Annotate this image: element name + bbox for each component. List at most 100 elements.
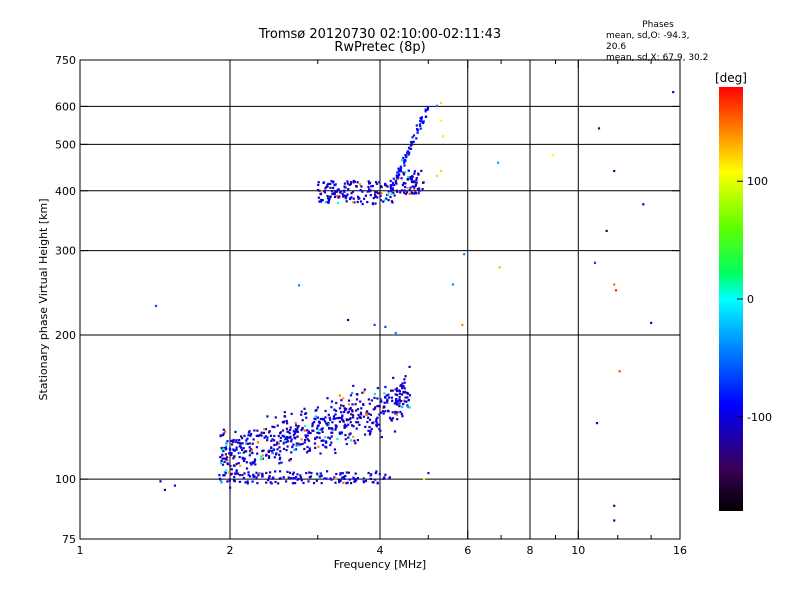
data-point [233, 455, 236, 458]
data-point [279, 439, 282, 443]
data-point [368, 181, 372, 185]
data-point [238, 439, 241, 442]
chart-subtitle: RwPretec (8p) [334, 40, 426, 55]
data-point [283, 411, 286, 414]
data-point [386, 401, 389, 404]
data-point [292, 443, 295, 446]
data-point [248, 449, 252, 452]
data-point [384, 325, 387, 328]
data-point [335, 401, 338, 405]
data-point [262, 449, 265, 452]
data-point [241, 437, 244, 440]
data-point [266, 436, 269, 439]
data-point [347, 318, 350, 322]
data-point [354, 472, 357, 475]
data-point [291, 445, 294, 449]
data-point [275, 443, 278, 446]
data-point [293, 432, 297, 435]
data-point [313, 417, 316, 420]
data-point [347, 471, 350, 474]
data-point [341, 472, 344, 475]
data-point [220, 481, 223, 484]
data-point [413, 170, 416, 173]
data-point [401, 415, 404, 418]
data-point [330, 180, 333, 183]
data-point [338, 407, 342, 410]
data-point [346, 481, 349, 484]
data-point [277, 442, 280, 445]
data-point [241, 442, 244, 445]
data-point [344, 438, 347, 441]
data-point [222, 428, 225, 431]
data-point [342, 194, 345, 197]
data-point [384, 473, 387, 476]
x-tick-label: 6 [464, 544, 471, 557]
data-point [314, 437, 317, 440]
data-point [299, 476, 303, 479]
data-point [235, 439, 238, 442]
data-point [349, 421, 352, 424]
data-point [341, 415, 344, 418]
data-point [299, 443, 302, 446]
data-point [402, 156, 405, 159]
data-point [404, 182, 407, 185]
data-point [249, 461, 252, 465]
data-point [385, 197, 388, 200]
data-point [292, 433, 295, 436]
data-point [338, 394, 341, 397]
data-point [317, 183, 320, 186]
data-point [379, 199, 382, 202]
data-point [327, 199, 330, 203]
data-point [404, 154, 407, 157]
data-point [378, 405, 381, 408]
data-point [367, 398, 370, 401]
data-point [356, 439, 359, 442]
data-point [349, 432, 352, 435]
data-point [307, 431, 310, 434]
data-point [340, 404, 343, 407]
data-point [319, 198, 323, 202]
data-point [376, 416, 379, 419]
data-point [374, 478, 377, 481]
data-point [408, 192, 411, 195]
data-point [412, 140, 415, 143]
data-point [368, 433, 371, 436]
data-point [348, 399, 351, 402]
data-point [276, 424, 279, 427]
data-point [269, 471, 272, 474]
data-point [435, 174, 438, 177]
data-point [391, 389, 394, 392]
data-point [402, 399, 405, 402]
data-point [388, 477, 391, 480]
data-point [278, 462, 281, 465]
phase-stats-header: Phases [642, 20, 674, 30]
data-point [413, 192, 416, 195]
data-point [362, 477, 365, 480]
data-point [281, 429, 285, 432]
data-point [613, 283, 616, 286]
data-point [331, 421, 334, 424]
data-point [401, 405, 404, 408]
data-point [241, 456, 244, 459]
data-point [351, 190, 355, 193]
data-point [343, 477, 346, 480]
data-point [375, 421, 378, 424]
y-tick-label: 100 [55, 473, 76, 486]
data-point [403, 390, 406, 393]
data-point [404, 396, 407, 399]
data-point [314, 409, 317, 412]
data-point [296, 444, 299, 447]
data-point [246, 437, 249, 440]
data-point [304, 434, 307, 437]
data-point [339, 473, 342, 476]
data-point [419, 119, 422, 122]
data-point [248, 454, 251, 457]
y-tick-label: 300 [55, 245, 76, 258]
data-point [367, 429, 370, 432]
data-point [283, 439, 286, 443]
data-point [224, 453, 227, 456]
data-point [352, 384, 355, 387]
data-point [219, 478, 222, 481]
data-point [357, 421, 360, 424]
data-point [282, 442, 285, 445]
